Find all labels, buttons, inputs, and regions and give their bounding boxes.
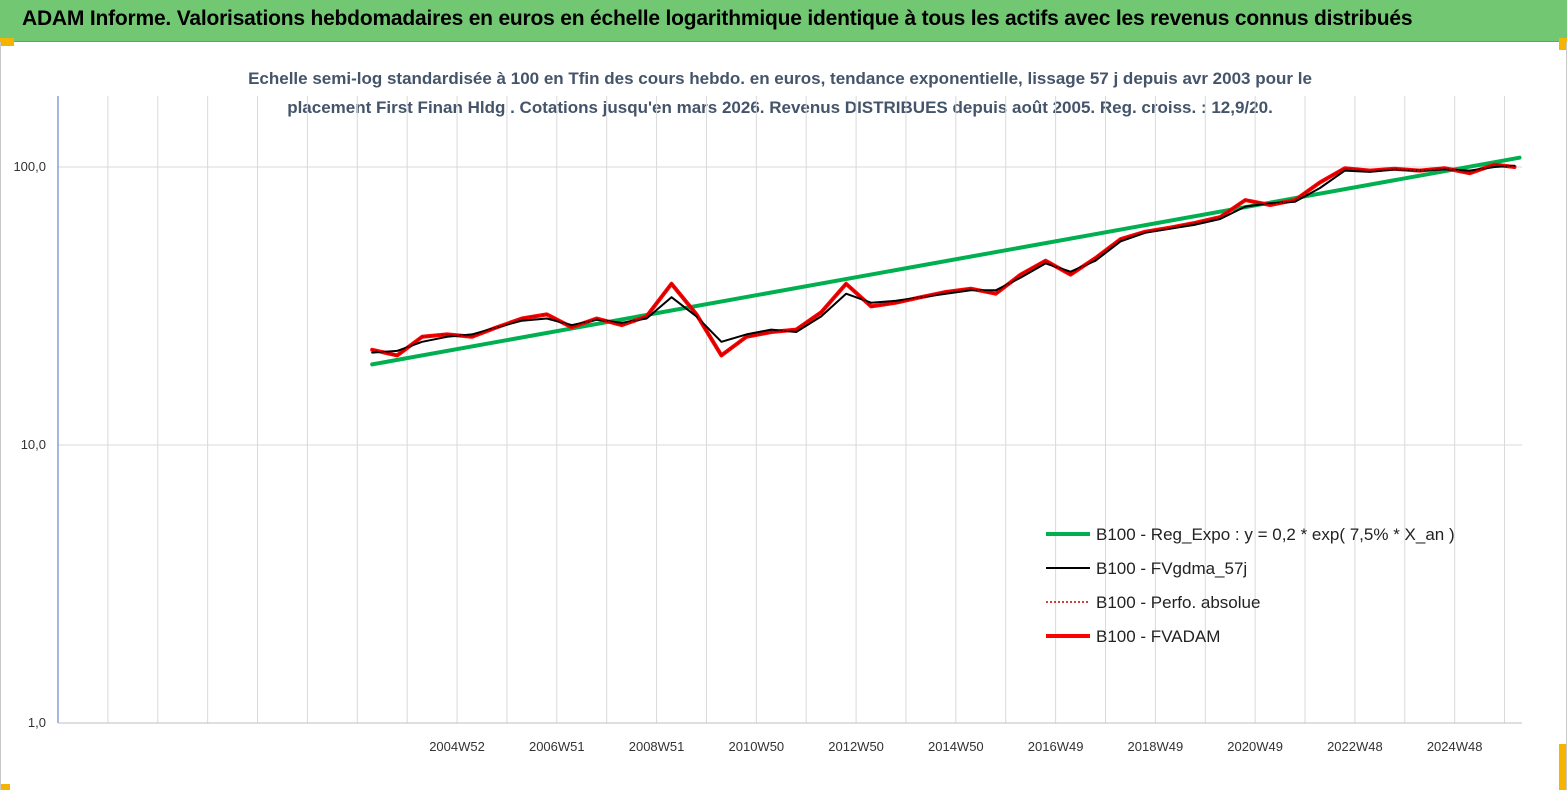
corner-marker-bottom-left [0, 784, 10, 790]
y-tick-label: 100,0 [13, 159, 46, 174]
x-tick-label: 2024W48 [1427, 739, 1483, 754]
x-tick-label: 2014W50 [928, 739, 984, 754]
report-title: ADAM Informe. Valorisations hebdomadaire… [22, 7, 1413, 30]
y-tick-label: 10,0 [21, 437, 46, 452]
corner-marker-bottom-right [1559, 744, 1567, 790]
series-line-perfo-absolue [371, 163, 1516, 357]
report-banner: ADAM Informe. Valorisations hebdomadaire… [0, 0, 1567, 42]
legend-label: B100 - Perfo. absolue [1096, 593, 1260, 612]
x-tick-label: 2022W48 [1327, 739, 1383, 754]
x-tick-label: 2018W49 [1128, 739, 1184, 754]
y-tick-label: 1,0 [28, 715, 46, 730]
x-tick-label: 2010W50 [729, 739, 785, 754]
series-line-fvgdma [371, 164, 1516, 354]
chart-title-line-1: Echelle semi-log standardisée à 100 en T… [248, 69, 1312, 88]
x-tick-label: 2016W49 [1028, 739, 1084, 754]
series-line-reg-expo [370, 155, 1522, 367]
x-tick-label: 2008W51 [629, 739, 685, 754]
legend-label: B100 - Reg_Expo : y = 0,2 * exp( 7,5% * … [1096, 525, 1455, 544]
legend-label: B100 - FVADAM [1096, 627, 1220, 646]
x-tick-label: 2004W52 [429, 739, 485, 754]
corner-marker-top-right [1559, 38, 1567, 50]
x-tick-label: 2020W49 [1227, 739, 1283, 754]
chart-title-line-2: placement First Finan Hldg . Cotations j… [287, 98, 1273, 117]
x-tick-label: 2006W51 [529, 739, 585, 754]
x-tick-label: 2012W50 [828, 739, 884, 754]
legend-label: B100 - FVgdma_57j [1096, 559, 1247, 578]
corner-marker-top-left [0, 38, 14, 46]
